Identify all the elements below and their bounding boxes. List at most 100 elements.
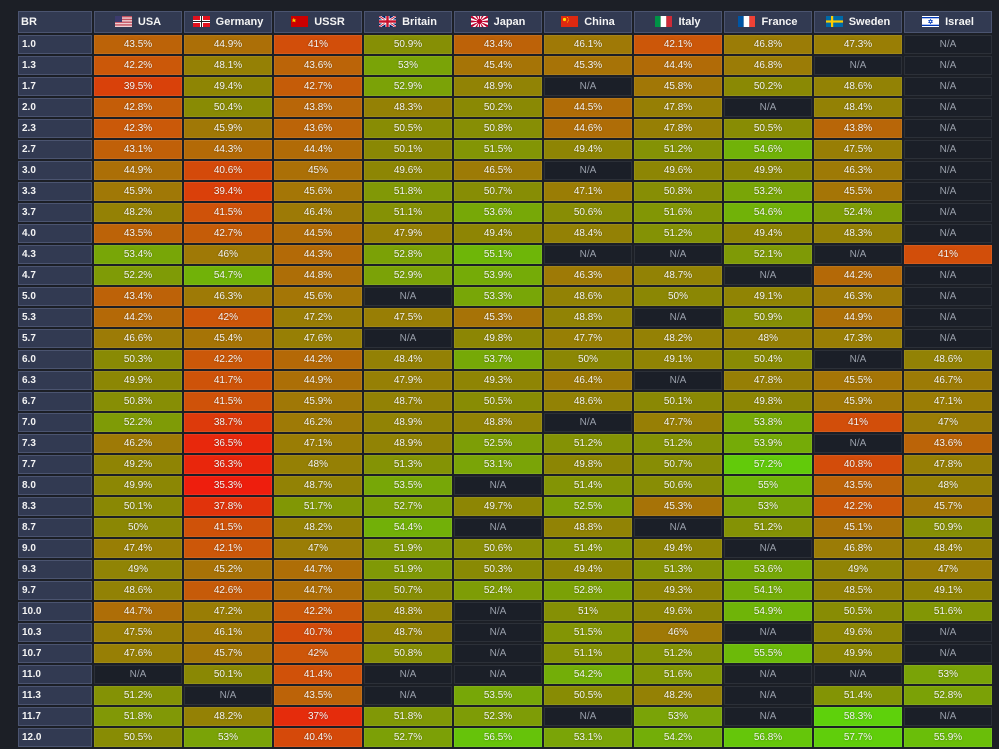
- column-header-china[interactable]: China: [544, 11, 632, 33]
- column-header-france[interactable]: France: [724, 11, 812, 33]
- winrate-cell-usa: 42.2%: [94, 56, 182, 75]
- winrate-cell-ussr: 46.4%: [274, 203, 362, 222]
- winrate-cell-britain: 53%: [364, 56, 452, 75]
- winrate-cell-sweden: 48.4%: [814, 98, 902, 117]
- winrate-cell-germany: 42.7%: [184, 224, 272, 243]
- column-header-usa[interactable]: USA: [94, 11, 182, 33]
- winrate-cell-usa: 52.2%: [94, 413, 182, 432]
- br-row-label: 3.7: [18, 203, 92, 222]
- winrate-cell-britain: 47.9%: [364, 371, 452, 390]
- table-row: 9.0 47.4% 42.1% 47% 51.9% 50.6% 51.4% 49.4% N/A 4…: [18, 539, 992, 558]
- winrate-cell-japan: 50.7%: [454, 182, 542, 201]
- winrate-cell-ussr: 43.6%: [274, 56, 362, 75]
- winrate-cell-ussr: 41%: [274, 35, 362, 54]
- column-header-italy[interactable]: Italy: [634, 11, 722, 33]
- winrate-cell-italy: 53%: [634, 707, 722, 726]
- winrate-cell-sweden: 47.3%: [814, 329, 902, 348]
- winrate-cell-italy: 48.2%: [634, 329, 722, 348]
- winrate-cell-germany: 36.5%: [184, 434, 272, 453]
- winrate-cell-france: 55.5%: [724, 644, 812, 663]
- winrate-cell-japan: 55.1%: [454, 245, 542, 264]
- br-row-label: 3.0: [18, 161, 92, 180]
- winrate-cell-ussr: 44.2%: [274, 350, 362, 369]
- winrate-cell-japan: 50.8%: [454, 119, 542, 138]
- uk-flag-icon: [378, 14, 397, 28]
- table-row: 3.3 45.9% 39.4% 45.6% 51.8% 50.7% 47.1% 50.8% 53…: [18, 182, 992, 201]
- winrate-cell-sweden: 46.8%: [814, 539, 902, 558]
- table-row: 11.7 51.8% 48.2% 37% 51.8% 52.3% N/A 53% N/A 58.3…: [18, 707, 992, 726]
- winrate-cell-germany: 42.1%: [184, 539, 272, 558]
- winrate-cell-china: 48.6%: [544, 392, 632, 411]
- winrate-cell-britain: 50.1%: [364, 140, 452, 159]
- column-header-sweden[interactable]: Sweden: [814, 11, 902, 33]
- table-row: 8.7 50% 41.5% 48.2% 54.4% N/A 48.8% N/A 51.2% 45.…: [18, 518, 992, 537]
- br-row-label: 1.3: [18, 56, 92, 75]
- winrate-cell-germany: 45.4%: [184, 329, 272, 348]
- br-row-label: 4.3: [18, 245, 92, 264]
- winrate-cell-france: 53.2%: [724, 182, 812, 201]
- winrate-cell-ussr: 48.7%: [274, 476, 362, 495]
- br-row-label: 10.7: [18, 644, 92, 663]
- winrate-cell-israel: N/A: [904, 77, 992, 96]
- winrate-cell-sweden: 49.9%: [814, 644, 902, 663]
- br-column-header[interactable]: BR: [18, 11, 92, 33]
- table-row: 3.0 44.9% 40.6% 45% 49.6% 46.5% N/A 49.6% 49.9% 4…: [18, 161, 992, 180]
- winrate-cell-britain: 53.5%: [364, 476, 452, 495]
- table-row: 10.0 44.7% 47.2% 42.2% 48.8% N/A 51% 49.6% 54.9%…: [18, 602, 992, 621]
- winrate-cell-usa: 49.2%: [94, 455, 182, 474]
- br-row-label: 8.7: [18, 518, 92, 537]
- winrate-cell-ussr: 44.7%: [274, 560, 362, 579]
- br-row-label: 5.3: [18, 308, 92, 327]
- column-header-japan[interactable]: Japan: [454, 11, 542, 33]
- winrate-cell-israel: 51.6%: [904, 602, 992, 621]
- winrate-cell-ussr: 41.4%: [274, 665, 362, 684]
- winrate-cell-usa: 51.8%: [94, 707, 182, 726]
- winrate-cell-usa: 44.9%: [94, 161, 182, 180]
- winrate-cell-italy: 50.8%: [634, 182, 722, 201]
- br-row-label: 11.7: [18, 707, 92, 726]
- us-flag-icon: [114, 15, 132, 27]
- table-row: 8.3 50.1% 37.8% 51.7% 52.7% 49.7% 52.5% 45.3% 53…: [18, 497, 992, 516]
- winrate-cell-germany: 41.5%: [184, 203, 272, 222]
- winrate-cell-ussr: 40.4%: [274, 728, 362, 747]
- column-header-germany[interactable]: Germany: [184, 11, 272, 33]
- br-row-label: 11.3: [18, 686, 92, 705]
- column-header-israel[interactable]: Israel: [904, 11, 992, 33]
- winrate-cell-israel: N/A: [904, 182, 992, 201]
- winrate-cell-ussr: 45.6%: [274, 287, 362, 306]
- winrate-cell-japan: 49.4%: [454, 224, 542, 243]
- winrate-cell-china: 51.2%: [544, 434, 632, 453]
- winrate-cell-britain: 48.4%: [364, 350, 452, 369]
- winrate-cell-france: 57.2%: [724, 455, 812, 474]
- winrate-cell-germany: 50.1%: [184, 665, 272, 684]
- winrate-cell-germany: 42%: [184, 308, 272, 327]
- winrate-cell-usa: 43.4%: [94, 287, 182, 306]
- winrate-cell-china: 45.3%: [544, 56, 632, 75]
- winrate-cell-japan: 50.3%: [454, 560, 542, 579]
- winrate-cell-france: N/A: [724, 266, 812, 285]
- winrate-cell-israel: 47%: [904, 413, 992, 432]
- winrate-cell-france: 48%: [724, 329, 812, 348]
- winrate-cell-sweden: 41%: [814, 413, 902, 432]
- winrate-cell-usa: 39.5%: [94, 77, 182, 96]
- winrate-cell-israel: N/A: [904, 203, 992, 222]
- winrate-cell-germany: 53%: [184, 728, 272, 747]
- table-row: 2.3 42.3% 45.9% 43.6% 50.5% 50.8% 44.6% 47.8% 50…: [18, 119, 992, 138]
- column-header-ussr[interactable]: USSR: [274, 11, 362, 33]
- winrate-cell-israel: 43.6%: [904, 434, 992, 453]
- winrate-cell-sweden: 47.3%: [814, 35, 902, 54]
- winrate-cell-israel: N/A: [904, 644, 992, 663]
- column-header-britain[interactable]: Britain: [364, 11, 452, 33]
- winrate-cell-japan: N/A: [454, 518, 542, 537]
- table-body: 1.0 43.5% 44.9% 41% 50.9% 43.4% 46.1% 42.1% 46.8…: [18, 35, 992, 747]
- winrate-cell-britain: N/A: [364, 329, 452, 348]
- winrate-cell-ussr: 42%: [274, 644, 362, 663]
- winrate-cell-usa: 47.6%: [94, 644, 182, 663]
- winrate-cell-japan: N/A: [454, 623, 542, 642]
- winrate-cell-france: 50.9%: [724, 308, 812, 327]
- column-header-label: Sweden: [848, 16, 891, 29]
- winrate-cell-israel: N/A: [904, 140, 992, 159]
- br-row-label: 6.0: [18, 350, 92, 369]
- winrate-cell-france: N/A: [724, 98, 812, 117]
- winrate-cell-france: 53.8%: [724, 413, 812, 432]
